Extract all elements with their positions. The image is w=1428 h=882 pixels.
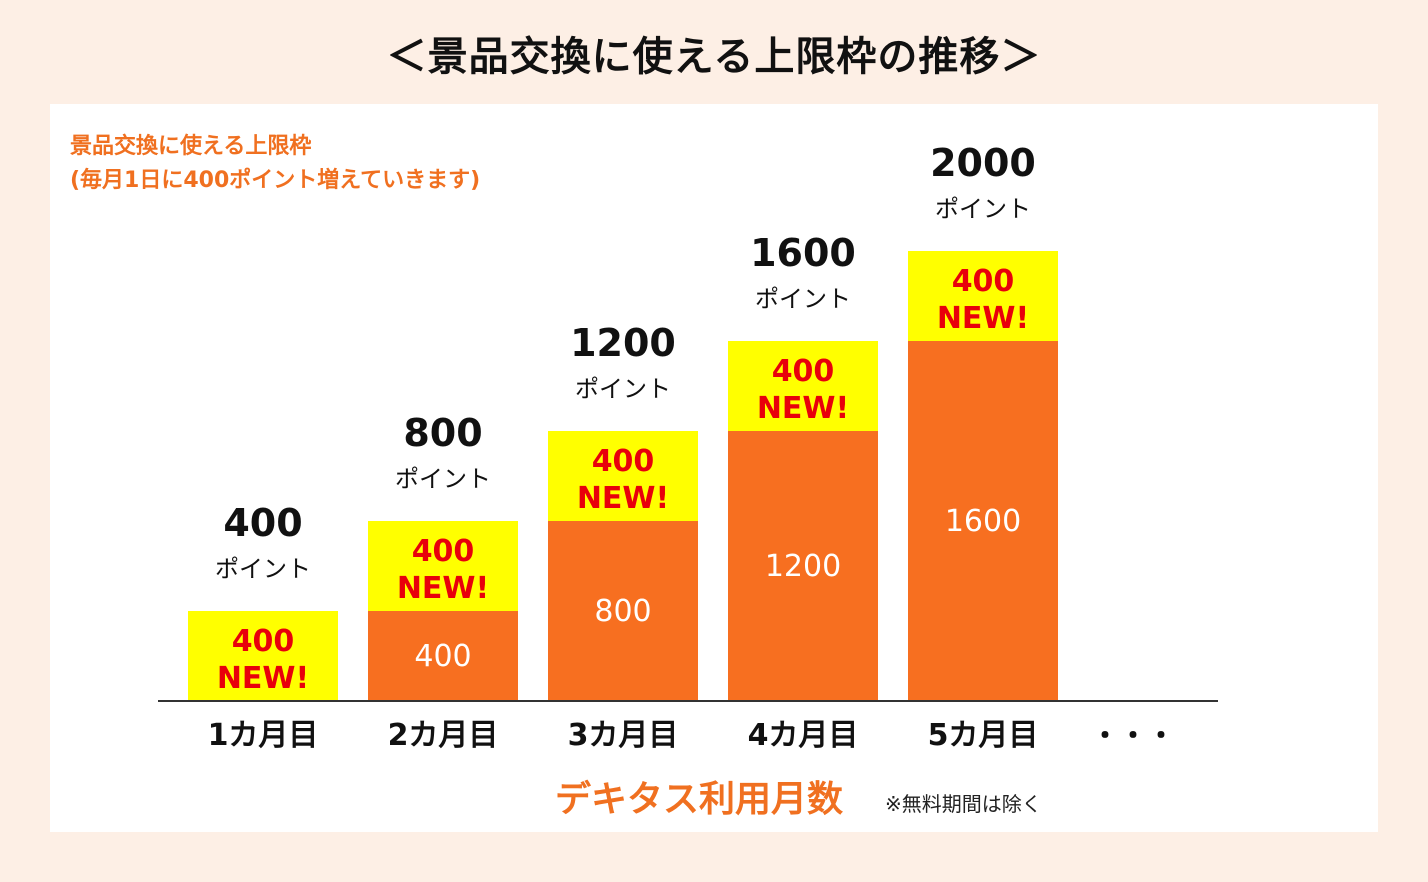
bar-existing-3 <box>548 521 698 701</box>
legend-note: 景品交換に使える上限枠 (毎月1日に400ポイント増えていきます) <box>70 130 480 198</box>
bar-new-value-2: 400 <box>412 534 475 569</box>
bar-new-value-1: 400 <box>232 624 295 659</box>
bar-new-1 <box>188 611 338 701</box>
total-unit-5: ポイント <box>935 195 1031 223</box>
bar-new-tag-5: NEW! <box>937 301 1029 336</box>
bar-new-3 <box>548 431 698 521</box>
total-unit-1: ポイント <box>215 555 311 583</box>
total-label-1: 400 <box>223 501 302 545</box>
total-unit-4: ポイント <box>755 285 851 313</box>
legend-line-1: 景品交換に使える上限枠 <box>70 134 312 159</box>
bar-existing-5 <box>908 341 1058 701</box>
bar-new-value-3: 400 <box>592 444 655 479</box>
bar-new-4 <box>728 341 878 431</box>
x-tick-label-1: 1カ月目 <box>208 718 319 753</box>
total-label-3: 1200 <box>570 321 676 365</box>
x-tick-continuation: ・・・ <box>1091 719 1175 752</box>
x-axis-title: デキタス利用月数 <box>555 779 844 820</box>
bar-new-value-5: 400 <box>952 264 1015 299</box>
total-unit-3: ポイント <box>575 375 671 403</box>
bar-new-value-4: 400 <box>772 354 835 389</box>
x-tick-label-3: 3カ月目 <box>568 718 679 753</box>
total-label-2: 800 <box>403 411 482 455</box>
chart-panel <box>50 104 1378 832</box>
bar-new-tag-1: NEW! <box>217 661 309 696</box>
legend-line-2: (毎月1日に400ポイント増えていきます) <box>70 168 481 193</box>
x-tick-label-2: 2カ月目 <box>388 718 499 753</box>
total-unit-2: ポイント <box>395 465 491 493</box>
x-tick-label-4: 4カ月目 <box>748 718 859 753</box>
page-title: ＜景品交換に使える上限枠の推移＞ <box>386 34 1042 80</box>
bar-new-5 <box>908 251 1058 341</box>
bar-new-tag-4: NEW! <box>757 391 849 426</box>
x-tick-label-5: 5カ月目 <box>928 718 1039 753</box>
bar-existing-label-5: 1600 <box>945 504 1021 539</box>
bar-new-tag-3: NEW! <box>577 481 669 516</box>
x-axis-note: ※無料期間は除く <box>885 792 1042 816</box>
bar-new-tag-2: NEW! <box>397 571 489 606</box>
bar-existing-label-3: 800 <box>594 594 651 629</box>
bar-existing-4 <box>728 431 878 701</box>
bar-existing-label-2: 400 <box>414 639 471 674</box>
bar-new-2 <box>368 521 518 611</box>
bar-existing-2 <box>368 611 518 701</box>
total-label-4: 1600 <box>750 231 856 275</box>
total-label-5: 2000 <box>930 141 1036 185</box>
bar-existing-label-4: 1200 <box>765 549 841 584</box>
